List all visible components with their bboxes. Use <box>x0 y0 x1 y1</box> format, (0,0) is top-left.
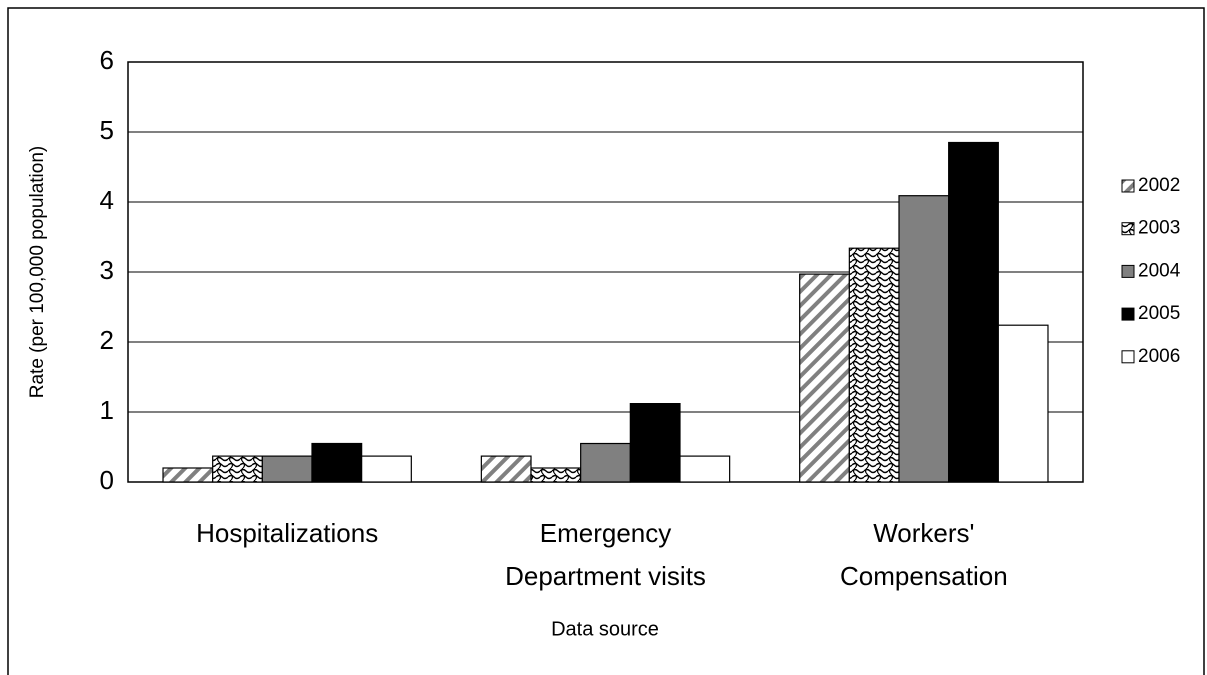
x-tick-label: Compensation <box>840 561 1008 591</box>
legend-swatch <box>1121 307 1135 321</box>
legend-label: 2006 <box>1138 346 1180 367</box>
bar <box>311 442 363 483</box>
chart-frame <box>7 7 1205 675</box>
legend-label: 2002 <box>1138 175 1180 196</box>
y-tick-label: 6 <box>100 45 114 75</box>
y-tick-label: 1 <box>100 395 114 425</box>
bar <box>580 442 631 483</box>
legend-label: 2005 <box>1138 303 1180 324</box>
bar <box>480 455 532 483</box>
bar <box>848 247 900 483</box>
x-tick-label: Department visits <box>505 561 706 591</box>
legend-swatch <box>1121 350 1135 364</box>
bar <box>629 403 681 483</box>
bar <box>679 455 731 483</box>
bar <box>997 324 1049 483</box>
y-tick-label: 2 <box>100 325 114 355</box>
legend-swatch <box>1121 179 1135 193</box>
y-tick-label: 0 <box>100 465 114 495</box>
legend-swatch <box>1121 264 1135 278</box>
bar <box>361 455 412 483</box>
bar <box>212 455 263 483</box>
x-tick-label: Hospitalizations <box>196 518 378 548</box>
x-axis-label: Data source <box>551 618 659 640</box>
x-tick-label: Emergency <box>540 518 672 548</box>
bar <box>799 273 850 483</box>
y-tick-label: 3 <box>100 255 114 285</box>
bar <box>162 467 214 483</box>
bar <box>898 195 950 483</box>
y-tick-label: 5 <box>100 115 114 145</box>
x-tick-label: Workers' <box>873 518 974 548</box>
legend-label: 2003 <box>1138 218 1180 239</box>
y-tick-label: 4 <box>100 185 114 215</box>
y-axis-label: Rate (per 100,000 population) <box>27 146 48 398</box>
bar <box>530 467 582 483</box>
bar <box>948 141 999 483</box>
legend-label: 2004 <box>1138 260 1181 281</box>
bar <box>261 455 313 483</box>
legend-swatch <box>1121 222 1135 236</box>
